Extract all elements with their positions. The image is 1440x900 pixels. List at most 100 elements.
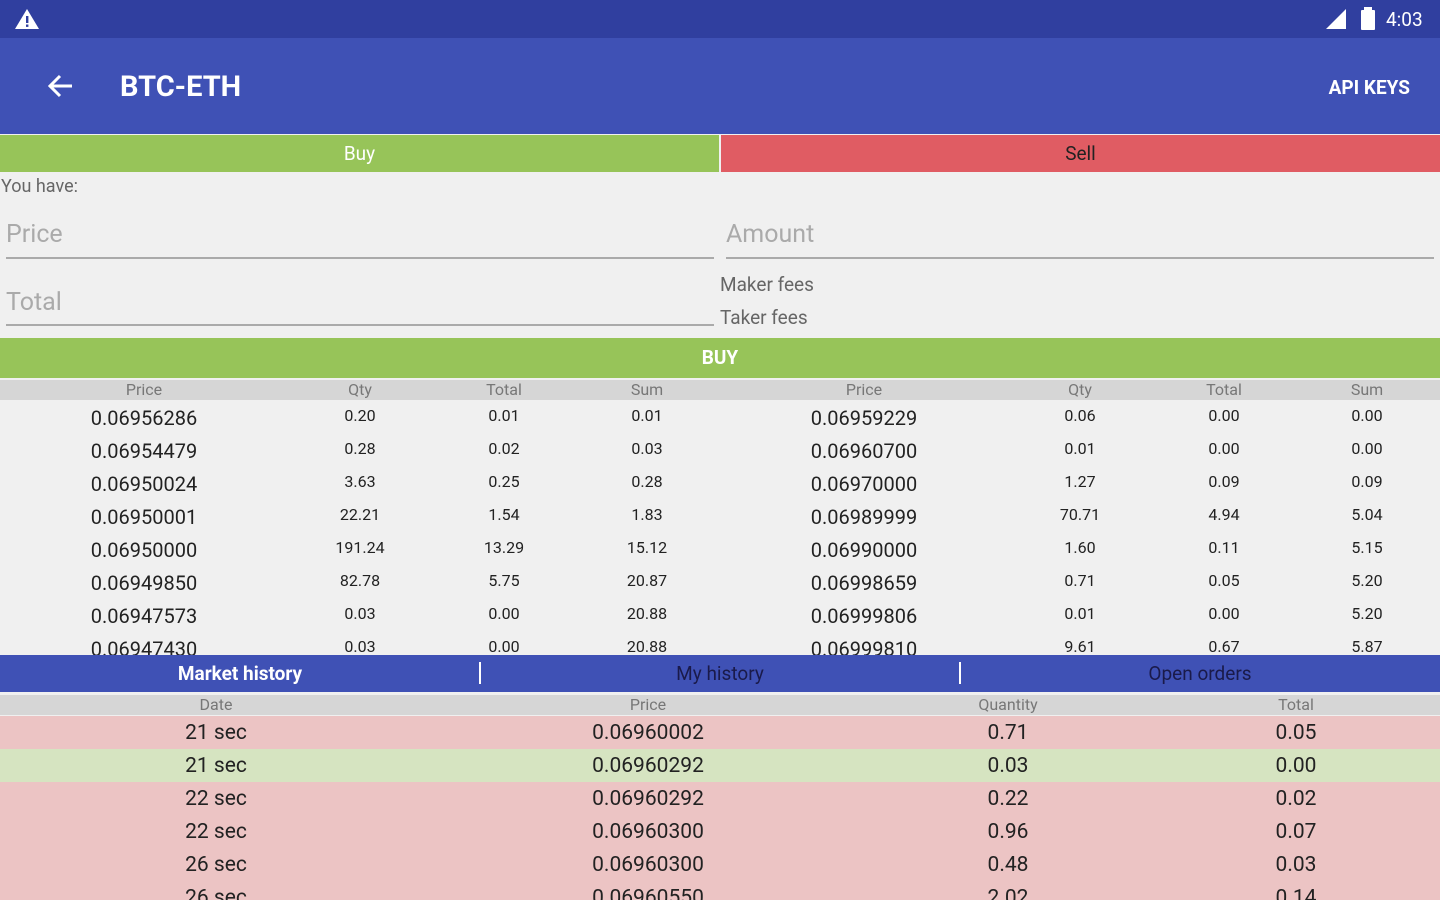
order-cell: 0.00: [1208, 406, 1240, 425]
order-book-header: [0, 380, 1440, 400]
history-cell: 0.71: [987, 721, 1029, 745]
history-row: [0, 749, 1440, 782]
order-cell: 0.01: [1064, 604, 1096, 623]
order-cell: 5.04: [1351, 505, 1383, 524]
order-cell: 0.00: [1351, 406, 1383, 425]
maker-fees: Maker fees: [720, 273, 814, 296]
order-cell: 0.06960700: [810, 439, 918, 463]
order-cell: 0.06989999: [810, 505, 918, 529]
market-history-tab[interactable]: Market history: [177, 662, 303, 685]
order-cell: 1.27: [1064, 472, 1096, 491]
history-tabs: Market history My history Open orders: [0, 655, 1440, 692]
order-cell: 15.12: [626, 538, 668, 557]
order-cell: 20.88: [626, 604, 668, 623]
total-input[interactable]: Total: [6, 288, 714, 326]
order-cell: 0.06998659: [810, 571, 918, 595]
history-cell: 21 sec: [185, 721, 247, 745]
order-cell: 0.11: [1208, 538, 1240, 557]
order-cell: 20.87: [626, 571, 668, 590]
history-cell: 0.03: [987, 754, 1029, 778]
order-cell: 0.06950001: [90, 505, 198, 529]
history-row: [0, 815, 1440, 848]
order-cell: 0.00: [488, 637, 520, 655]
order-cell: 0.06947430: [90, 637, 198, 655]
order-book: Price Qty Total Sum Price Qty Total Sum 0.069562…: [0, 380, 1440, 655]
order-cell: 1.83: [631, 505, 663, 524]
divider: [479, 662, 481, 684]
buy-tab[interactable]: Buy: [0, 135, 719, 172]
order-cell: 0.06970000: [810, 472, 918, 496]
order-cell: 20.88: [626, 637, 668, 655]
status-bar: 4:03: [0, 0, 1440, 38]
open-orders-tab[interactable]: Open orders: [1148, 662, 1252, 685]
order-cell: 5.87: [1351, 637, 1383, 655]
history-cell: 22 sec: [185, 787, 247, 811]
order-cell: 13.29: [483, 538, 525, 557]
history-cell: 21 sec: [185, 754, 247, 778]
sell-tab[interactable]: Sell: [721, 135, 1440, 172]
order-cell: 1.60: [1064, 538, 1096, 557]
order-cell: 0.00: [1208, 604, 1240, 623]
order-cell: 4.94: [1208, 505, 1240, 524]
order-cell: 5.75: [488, 571, 520, 590]
order-cell: 0.01: [488, 406, 520, 425]
order-cell: 0.06990000: [810, 538, 918, 562]
history-cell: 0.22: [987, 787, 1029, 811]
taker-fees: Taker fees: [720, 306, 808, 329]
buy-button[interactable]: BUY: [0, 338, 1440, 378]
order-cell: 22.21: [339, 505, 381, 524]
history-cell: 0.06960002: [592, 721, 704, 745]
order-cell: 0.06947573: [90, 604, 198, 628]
order-cell: 5.15: [1351, 538, 1383, 557]
back-button[interactable]: [46, 73, 74, 99]
api-keys-button[interactable]: API KEYS: [1328, 76, 1410, 99]
order-cell: 0.01: [631, 406, 663, 425]
order-cell: 0.03: [344, 637, 376, 655]
history-row: [0, 782, 1440, 815]
order-cell: 70.71: [1059, 505, 1101, 524]
amount-input[interactable]: Amount: [726, 220, 1434, 259]
column-header: Total: [1278, 695, 1314, 714]
warning-icon: [15, 9, 39, 29]
history-cell: 26 sec: [185, 886, 247, 900]
column-header: Qty: [348, 380, 372, 399]
column-header: Date: [199, 695, 233, 714]
column-header: Qty: [1068, 380, 1092, 399]
column-header: Quantity: [978, 695, 1038, 714]
order-cell: 0.09: [1208, 472, 1240, 491]
order-cell: 82.78: [339, 571, 381, 590]
order-cell: 0.67: [1208, 637, 1240, 655]
order-cell: 1.54: [488, 505, 520, 524]
column-header: Price: [845, 380, 883, 399]
order-cell: 0.05: [1208, 571, 1240, 590]
order-cell: 0.00: [1208, 439, 1240, 458]
order-cell: 0.06959229: [810, 406, 918, 430]
order-cell: 0.06950000: [90, 538, 198, 562]
history-row: [0, 848, 1440, 881]
history-cell: 22 sec: [185, 820, 247, 844]
history-cell: 0.00: [1275, 754, 1317, 778]
price-input[interactable]: Price: [6, 220, 714, 259]
history-cell: 2.02: [987, 886, 1029, 900]
history-cell: 0.03: [1275, 853, 1317, 877]
history-row: [0, 716, 1440, 749]
balance-label: You have:: [1, 176, 78, 197]
order-cell: 5.20: [1351, 604, 1383, 623]
order-cell: 5.20: [1351, 571, 1383, 590]
history-cell: 0.06960550: [592, 886, 704, 900]
column-header: Total: [1206, 380, 1242, 399]
order-cell: 0.01: [1064, 439, 1096, 458]
history-cell: 0.96: [987, 820, 1029, 844]
my-history-tab[interactable]: My history: [676, 662, 764, 685]
order-cell: 191.24: [335, 538, 385, 557]
history-cell: 0.06960292: [592, 787, 704, 811]
order-cell: 0.06949850: [90, 571, 198, 595]
order-cell: 0.25: [488, 472, 520, 491]
history-cell: 0.48: [987, 853, 1029, 877]
order-cell: 9.61: [1064, 637, 1096, 655]
history-cell: 26 sec: [185, 853, 247, 877]
order-cell: 0.28: [344, 439, 376, 458]
order-cell: 0.00: [1351, 439, 1383, 458]
column-header: Total: [486, 380, 522, 399]
order-cell: 0.06999806: [810, 604, 918, 628]
